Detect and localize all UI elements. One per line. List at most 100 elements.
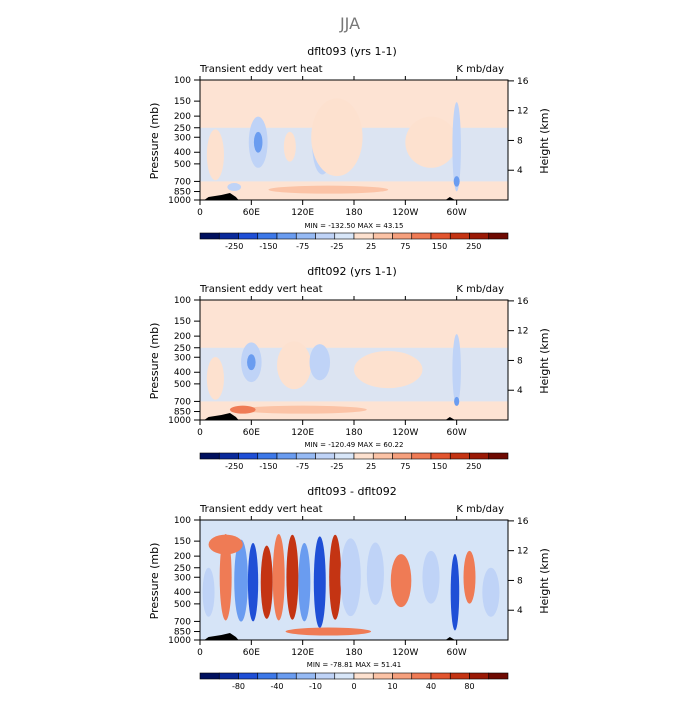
y-tick-label: 500 bbox=[174, 600, 191, 610]
field-feature bbox=[229, 405, 256, 414]
x-tick-label: 60E bbox=[243, 648, 260, 658]
height-tick-label: 12 bbox=[517, 547, 528, 557]
colorbar-swatch bbox=[353, 232, 374, 240]
topography bbox=[445, 417, 455, 420]
field-feature bbox=[238, 405, 367, 414]
height-tick-label: 12 bbox=[517, 107, 528, 117]
field-feature bbox=[422, 550, 440, 604]
colorbar-swatch bbox=[392, 672, 413, 680]
field-feature bbox=[313, 536, 326, 629]
x-tick-label: 180 bbox=[345, 428, 362, 438]
colorbar-swatch bbox=[295, 672, 316, 680]
height-tick-label: 8 bbox=[517, 136, 523, 146]
field-feature bbox=[234, 539, 248, 622]
panel-1-colorbar: -250 -150 -75 -25 25 75 150 250 bbox=[199, 232, 509, 251]
y-tick-label: 200 bbox=[174, 332, 191, 342]
y-tick-label: 250 bbox=[174, 344, 191, 354]
colorbar-swatch bbox=[218, 452, 239, 460]
field-feature bbox=[309, 344, 331, 381]
height-tick-label: 8 bbox=[517, 356, 523, 366]
colorbar-label: 250 bbox=[466, 242, 481, 251]
field-feature bbox=[482, 567, 500, 617]
colorbar-swatch bbox=[469, 232, 490, 240]
field-feature bbox=[454, 396, 460, 406]
y-tick-label: 400 bbox=[174, 368, 191, 378]
colorbar-swatch bbox=[353, 452, 374, 460]
colorbar-label: 150 bbox=[432, 242, 447, 251]
colorbar-swatch bbox=[218, 672, 239, 680]
field-feature bbox=[219, 534, 232, 621]
field-feature bbox=[453, 176, 460, 187]
x-tick-label: 180 bbox=[345, 208, 362, 218]
panel-3-right-label: K mb/day bbox=[456, 504, 504, 515]
field-feature bbox=[208, 534, 243, 555]
colorbar-swatch bbox=[469, 452, 490, 460]
colorbar-swatch bbox=[430, 672, 451, 680]
field-feature bbox=[405, 116, 457, 168]
colorbar-swatch bbox=[392, 452, 413, 460]
y-tick-label: 200 bbox=[174, 552, 191, 562]
height-tick-label: 12 bbox=[517, 327, 528, 337]
field-feature bbox=[283, 131, 296, 162]
colorbar-swatch bbox=[199, 672, 220, 680]
colorbar-label: -40 bbox=[270, 682, 283, 691]
field-feature bbox=[268, 185, 389, 194]
colorbar-swatch bbox=[372, 672, 393, 680]
y-tick-label: 250 bbox=[174, 124, 191, 134]
colorbar-swatch bbox=[449, 452, 470, 460]
colorbar-swatch bbox=[315, 232, 336, 240]
field-feature bbox=[227, 183, 242, 192]
colorbar-label: -75 bbox=[296, 462, 309, 471]
field-feature bbox=[329, 534, 342, 620]
colorbar-swatch bbox=[334, 672, 355, 680]
colorbar-swatch bbox=[295, 232, 316, 240]
panel-3-field bbox=[200, 520, 508, 640]
field-feature bbox=[354, 350, 423, 389]
y-tick-label: 700 bbox=[174, 397, 191, 407]
colorbar-swatch bbox=[488, 672, 509, 680]
colorbar-label: -250 bbox=[225, 462, 243, 471]
panel-2-field bbox=[200, 300, 508, 420]
topography bbox=[445, 197, 455, 200]
field-feature bbox=[206, 129, 224, 181]
height-tick-label: 16 bbox=[517, 77, 529, 87]
y-tick-label: 150 bbox=[174, 537, 191, 547]
panel-1-ylabel: Pressure (mb) bbox=[148, 103, 161, 180]
x-tick-label: 120W bbox=[392, 648, 418, 658]
panel-2-left-label: Transient eddy vert heat bbox=[199, 284, 323, 295]
y-tick-label: 150 bbox=[174, 317, 191, 327]
field-feature bbox=[253, 131, 263, 153]
colorbar-swatch bbox=[276, 232, 297, 240]
colorbar-swatch bbox=[295, 452, 316, 460]
colorbar-label: 25 bbox=[366, 242, 376, 251]
y-tick-label: 1000 bbox=[168, 636, 191, 646]
colorbar-swatch bbox=[257, 232, 278, 240]
y-tick-label: 100 bbox=[174, 296, 191, 306]
colorbar-label: 0 bbox=[351, 682, 356, 691]
panel-1-field bbox=[200, 80, 508, 200]
y-tick-label: 300 bbox=[174, 133, 191, 143]
height-tick-label: 8 bbox=[517, 576, 523, 586]
field-feature bbox=[277, 341, 312, 390]
colorbar-swatch bbox=[238, 232, 259, 240]
colorbar-swatch bbox=[315, 672, 336, 680]
colorbar-swatch bbox=[411, 672, 432, 680]
colorbar-swatch bbox=[238, 672, 259, 680]
colorbar-label: 40 bbox=[426, 682, 436, 691]
x-tick-label: 60W bbox=[446, 428, 466, 438]
y-tick-label: 300 bbox=[174, 573, 191, 583]
height-tick-label: 4 bbox=[517, 606, 523, 616]
y-tick-label: 1000 bbox=[168, 196, 191, 206]
panel-3-left-label: Transient eddy vert heat bbox=[199, 504, 323, 515]
y-tick-label: 1000 bbox=[168, 416, 191, 426]
colorbar-label: 75 bbox=[400, 462, 410, 471]
colorbar-swatch bbox=[238, 452, 259, 460]
panel-3-colorbar: -80 -40 -10 0 10 40 80 bbox=[199, 672, 509, 691]
field-feature bbox=[311, 98, 363, 177]
y-tick-label: 100 bbox=[174, 516, 191, 526]
colorbar-swatch bbox=[411, 452, 432, 460]
colorbar-label: 250 bbox=[466, 462, 481, 471]
panel-3-minmax: MIN = -78.81 MAX = 51.41 bbox=[307, 661, 401, 669]
